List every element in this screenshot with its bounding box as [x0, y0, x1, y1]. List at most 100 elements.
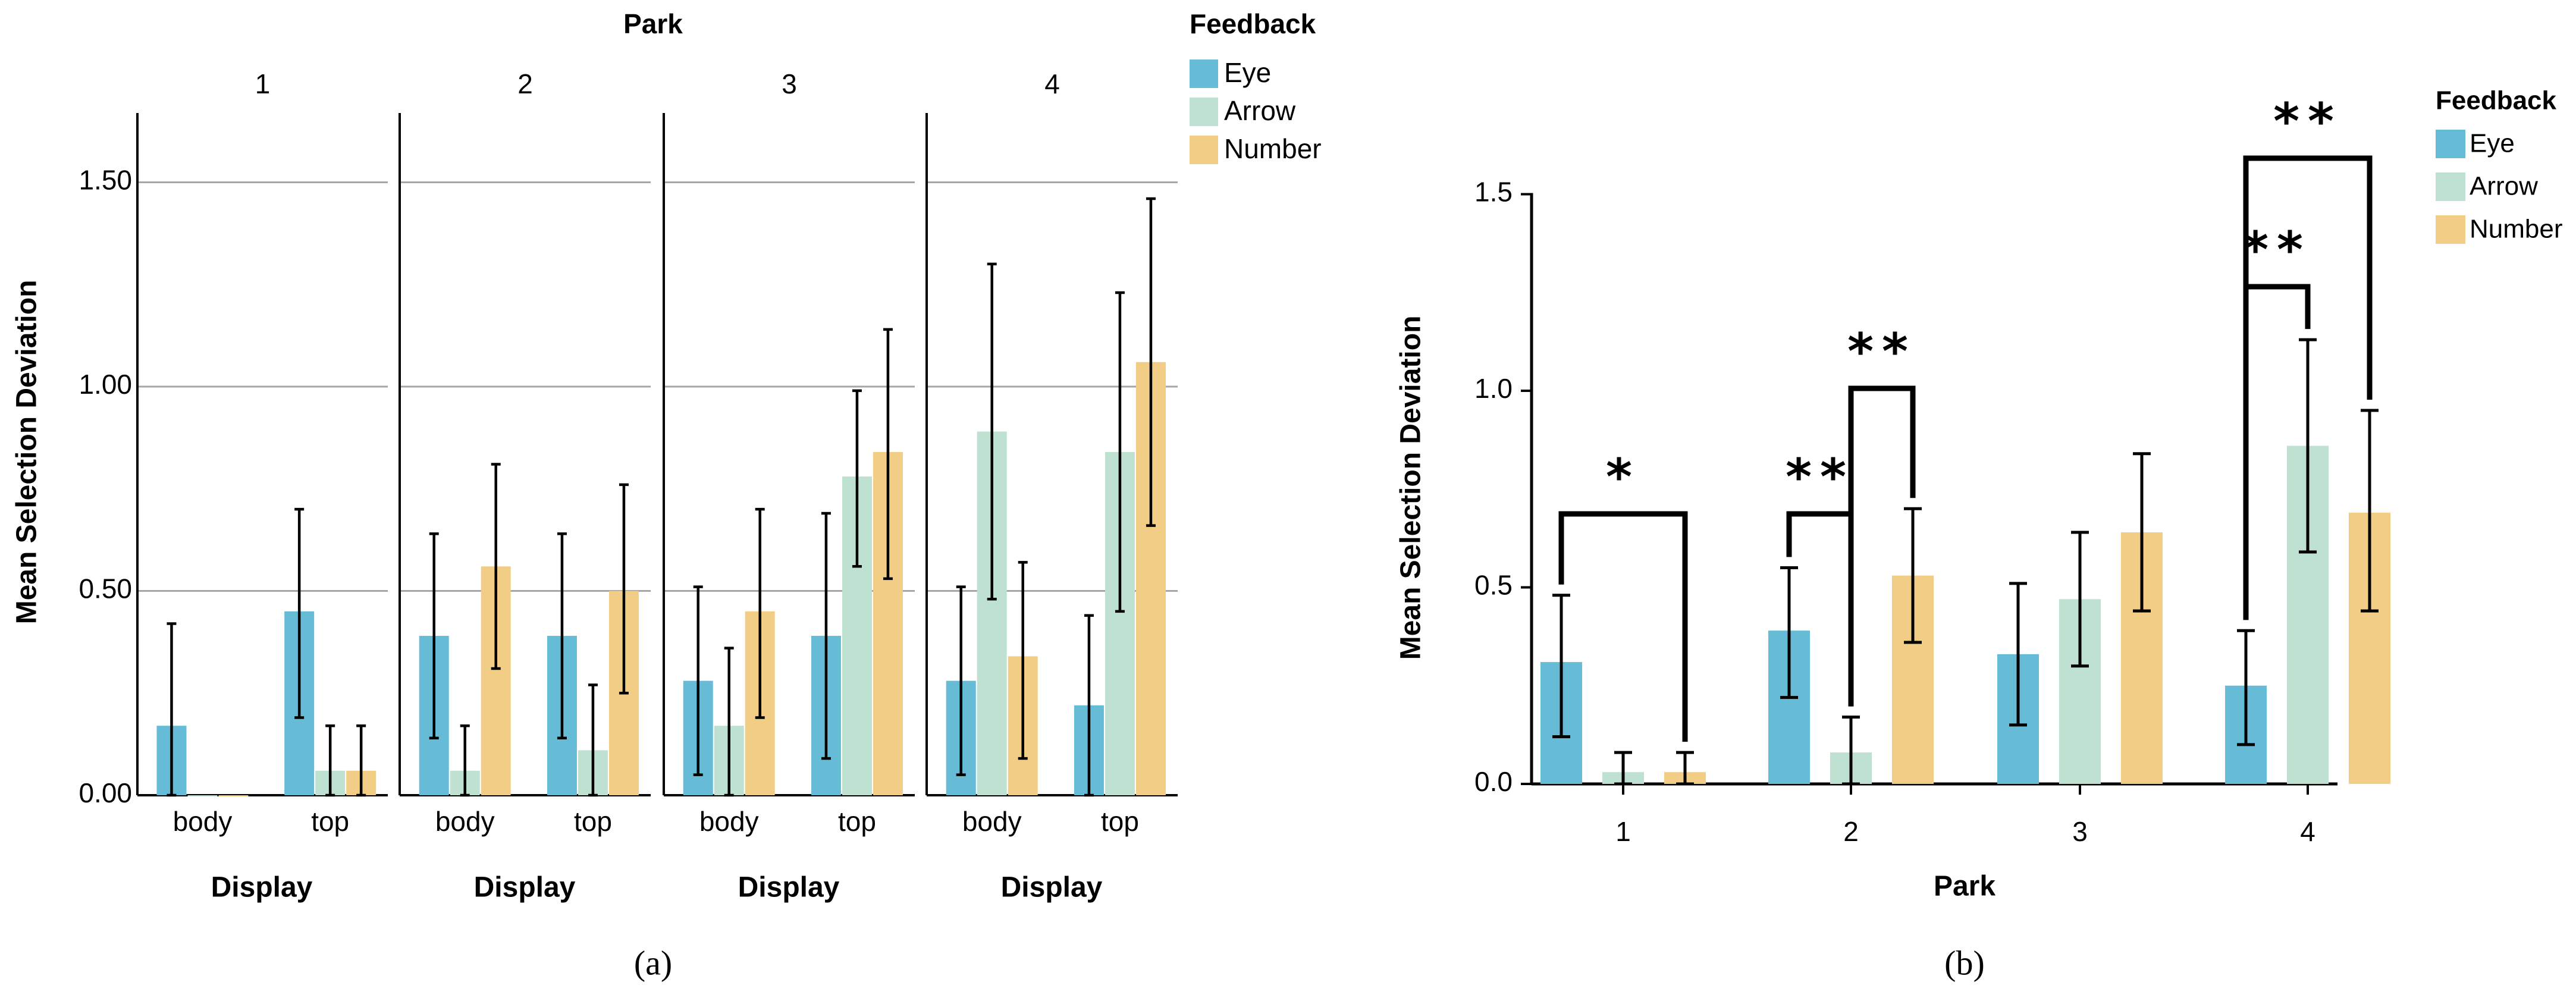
- error-bar-eye: [429, 532, 439, 740]
- significance-bracket: **: [1847, 322, 1916, 707]
- y-tick-label: 0.0: [1474, 766, 1513, 797]
- error-bar-number: [755, 507, 765, 719]
- error-bar-arrow: [1614, 751, 1632, 786]
- error-bar-arrow: [1842, 716, 1860, 786]
- error-bar-eye: [557, 532, 567, 740]
- error-bar-eye: [693, 585, 703, 776]
- significance-stars: **: [1847, 322, 1916, 381]
- bracket-line: [1558, 511, 1688, 742]
- facet-label: 1: [255, 68, 271, 99]
- legend-label: Number: [1224, 133, 1322, 164]
- legend-swatch-arrow: [2436, 172, 2465, 201]
- x-axis-title-3: Display: [738, 872, 840, 903]
- significance-bracket: *: [1558, 448, 1688, 742]
- facet-label: 2: [517, 68, 533, 99]
- y-axis-title: Mean Selection Deviation: [11, 280, 43, 625]
- facet-panel-4: 4 body top: [925, 68, 1178, 837]
- error-bar-number: [356, 724, 366, 797]
- x-tick-label: top: [838, 806, 876, 837]
- bracket-line: [2243, 155, 2373, 620]
- chart-a: Park Display Display Display Display Mean Sel…: [11, 8, 1322, 982]
- error-bar-number: [883, 328, 893, 581]
- x-axis-title-2: Display: [474, 872, 576, 903]
- error-bar-eye: [1084, 614, 1094, 797]
- x-axis-title: Park: [1934, 871, 1995, 902]
- significance-stars: **: [2273, 92, 2342, 150]
- caption-b: (b): [1944, 943, 1985, 982]
- error-bar-arrow: [460, 724, 470, 797]
- y-tick-label: 0.5: [1474, 570, 1513, 601]
- error-bar-eye: [1552, 594, 1570, 739]
- y-tick-label: 1.00: [79, 369, 132, 400]
- y-tick-label: 1.0: [1474, 373, 1513, 404]
- error-bar-eye: [294, 507, 305, 719]
- bar-number: [218, 795, 249, 796]
- x-tick-label: body: [173, 806, 233, 837]
- y-axis-title: Mean Selection Deviation: [1395, 316, 1427, 660]
- legend-title: Feedback: [1190, 8, 1316, 39]
- x-tick-label: 2: [1843, 816, 1859, 847]
- legend-title: Feedback: [2436, 86, 2557, 115]
- x-tick-label: body: [435, 806, 495, 837]
- error-bar-arrow: [588, 683, 598, 797]
- error-bar-number: [1676, 751, 1694, 786]
- error-bar-arrow: [2071, 531, 2089, 668]
- significance-bracket: **: [2243, 92, 2373, 620]
- error-bar-arrow: [987, 262, 997, 601]
- legend-b: Feedback Eye Arrow Number: [2436, 86, 2563, 244]
- error-bar-number: [1018, 561, 1028, 760]
- legend-label: Arrow: [1224, 95, 1296, 126]
- bracket-line: [1848, 385, 1916, 707]
- x-tick-label: 3: [2072, 816, 2088, 847]
- facet-panel-2: 2 body top: [399, 68, 651, 837]
- x-tick-label: top: [1101, 806, 1139, 837]
- legend-label: Eye: [2470, 129, 2515, 158]
- chart-b: 0.0 0.5 1.0 1.5 1 2 3 4 Park Mean Selection Devia…: [1395, 86, 2563, 983]
- x-tick-label: top: [311, 806, 349, 837]
- facet-label: 3: [782, 68, 797, 99]
- legend-swatch-number: [2436, 215, 2465, 244]
- error-bar-number: [491, 463, 501, 670]
- y-tick-label: 1.5: [1474, 177, 1513, 208]
- legend-a: Feedback Eye Arrow Number: [1190, 8, 1322, 164]
- caption-a: (a): [634, 943, 672, 982]
- significance-stars: *: [1606, 448, 1640, 506]
- error-bar-eye: [1780, 566, 1798, 699]
- x-tick-label: top: [574, 806, 612, 837]
- error-bar-number: [1904, 507, 1922, 644]
- facet-title: Park: [623, 8, 683, 39]
- bar-arrow: [187, 795, 218, 796]
- x-axis-title-1: Display: [211, 872, 313, 903]
- x-tick-label: 4: [2300, 816, 2315, 847]
- legend-swatch-arrow: [1190, 98, 1218, 126]
- error-bar-number: [2361, 409, 2379, 613]
- error-bar-eye: [956, 585, 966, 776]
- error-bar-arrow: [724, 647, 734, 797]
- error-bar-number: [619, 483, 629, 695]
- error-bar-number: [1146, 197, 1156, 527]
- x-tick-label: body: [962, 806, 1022, 837]
- y-tick-label: 0.00: [79, 777, 132, 808]
- y-tick-label: 1.50: [79, 165, 132, 196]
- legend-swatch-eye: [2436, 130, 2465, 158]
- error-bar-eye: [167, 622, 177, 797]
- error-bar-arrow: [852, 389, 862, 568]
- legend-label: Number: [2470, 215, 2563, 244]
- error-bar-eye: [2009, 582, 2027, 727]
- error-bar-eye: [2237, 629, 2255, 746]
- error-bar-number: [2133, 452, 2151, 613]
- legend-label: Eye: [1224, 57, 1271, 88]
- error-bar-arrow: [325, 724, 335, 797]
- significance-stars: **: [1786, 448, 1855, 506]
- x-tick-label: body: [699, 806, 759, 837]
- significance-stars: **: [2242, 221, 2311, 279]
- error-bar-arrow: [2299, 338, 2317, 554]
- facet-panel-3: 3 body top: [663, 68, 915, 837]
- x-tick-label: 1: [1615, 816, 1631, 847]
- y-tick-label: 0.50: [79, 573, 132, 604]
- legend-label: Arrow: [2470, 172, 2538, 201]
- legend-swatch-number: [1190, 136, 1218, 164]
- error-bar-arrow: [1115, 291, 1125, 613]
- error-bar-eye: [821, 512, 831, 760]
